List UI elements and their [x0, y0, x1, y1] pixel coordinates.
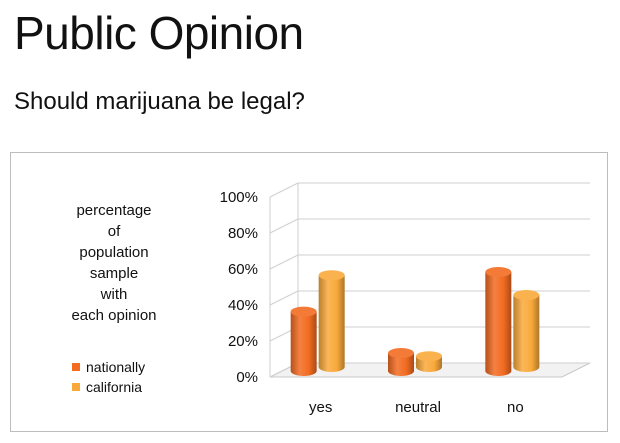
y-axis-label-line: population	[79, 244, 149, 261]
y-axis-label-line: each opinion	[71, 307, 157, 324]
bar-body	[290, 311, 317, 377]
legend-swatch-california	[72, 383, 80, 391]
y-axis-label-line: of	[107, 223, 121, 240]
x-category-label: yes	[309, 399, 332, 416]
y-tick-label: 80%	[228, 225, 258, 242]
y-tick-label: 20%	[228, 333, 258, 350]
bar-body	[513, 295, 540, 372]
bar-body	[388, 353, 414, 376]
legend-item-nationally: nationally	[72, 357, 145, 377]
legend-swatch-nationally	[72, 363, 80, 371]
gridline-side	[269, 290, 299, 306]
bar-nationally-yes	[290, 306, 317, 377]
label-layer: 0% 20% 40% 60% 80% 100% yes neutral no	[220, 189, 524, 416]
y-tick-label: 0%	[236, 369, 258, 386]
bar-top	[416, 351, 442, 362]
bar-top	[290, 306, 317, 317]
bar-california-yes	[318, 270, 345, 372]
legend-label-california: california	[86, 379, 143, 395]
y-axis-label: percentage of population sample with eac…	[44, 200, 184, 326]
chart-legend: nationally california	[72, 357, 145, 397]
bar-top	[485, 267, 512, 277]
y-axis-label-line: sample	[89, 265, 139, 282]
x-category-label: no	[507, 399, 524, 416]
y-axis-label-line: with	[100, 286, 128, 303]
bar-top	[388, 348, 414, 358]
x-category-label: neutral	[395, 399, 441, 416]
y-axis-label-line: percentage	[76, 202, 152, 219]
bar-nationally-neutral	[388, 348, 414, 376]
y-tick-label: 100%	[220, 189, 258, 206]
legend-item-california: california	[72, 377, 145, 397]
grid-layer	[269, 182, 591, 378]
bar-body	[485, 272, 512, 377]
bar-top	[318, 270, 345, 281]
bar-nationally-no	[485, 267, 512, 377]
page-subtitle: Should marijuana be legal?	[14, 88, 305, 115]
gridline-side	[269, 182, 299, 198]
bar-layer	[290, 267, 540, 377]
page-title: Public Opinion	[14, 7, 304, 59]
bar-top	[513, 290, 540, 300]
gridline-side	[269, 254, 299, 270]
bar-california-neutral	[416, 351, 442, 372]
y-tick-label: 60%	[228, 261, 258, 278]
bar-california-no	[513, 290, 540, 372]
gridline-side	[269, 218, 299, 234]
bar-body	[318, 275, 345, 372]
legend-label-nationally: nationally	[86, 359, 146, 375]
y-tick-label: 40%	[228, 297, 258, 314]
